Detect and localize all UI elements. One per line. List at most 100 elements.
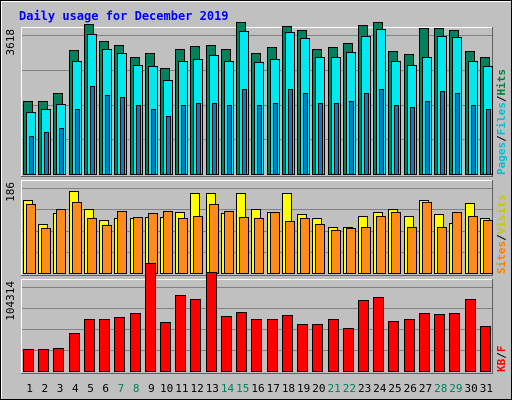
bar-visits-sites-day-17 [270, 212, 280, 274]
bar-visits-sites-day-13 [209, 204, 219, 274]
bar-kbytes-kbytes-day-20 [312, 324, 323, 372]
bar-visits-sites-day-18 [285, 221, 295, 274]
bar-kbytes-kbytes-day-21 [328, 319, 339, 372]
panel-visits-legend: Sites/Visits [495, 195, 508, 275]
bar-hits-pages-day-15 [242, 89, 247, 175]
bar-kbytes-kbytes-day-5 [84, 319, 95, 372]
bar-hits-pages-day-27 [425, 101, 430, 175]
bar-hits-pages-day-21 [334, 103, 339, 175]
bar-hits-pages-day-16 [257, 105, 262, 175]
bar-hits-pages-day-11 [181, 105, 186, 175]
panel-kbytes-ymax-label: 104314 [4, 281, 17, 321]
legend-sites: Sites [495, 241, 508, 274]
x-tick-day-16: 16 [251, 382, 264, 395]
x-tick-day-1: 1 [26, 382, 33, 395]
bar-kbytes-kbytes-day-29 [449, 313, 460, 372]
bar-hits-pages-day-7 [120, 97, 125, 175]
bar-hits-pages-day-2 [44, 132, 49, 175]
panel-visits-ymax-label: 186 [4, 182, 17, 202]
legend-files: Files [495, 102, 508, 135]
bar-hits-pages-day-24 [379, 89, 384, 175]
bar-kbytes-kbytes-day-18 [282, 315, 293, 372]
x-tick-day-6: 6 [102, 382, 109, 395]
bar-kbytes-kbytes-day-8 [130, 313, 141, 372]
x-tick-day-21: 21 [328, 382, 341, 395]
x-tick-day-4: 4 [72, 382, 79, 395]
bar-visits-sites-day-19 [300, 218, 310, 274]
bar-kbytes-kbytes-day-6 [99, 319, 110, 372]
bar-kbytes-kbytes-day-26 [404, 319, 415, 372]
bar-kbytes-kbytes-day-4 [69, 333, 80, 372]
bar-visits-sites-day-24 [376, 216, 386, 274]
x-tick-day-30: 30 [465, 382, 478, 395]
bar-kbytes-kbytes-day-9 [145, 263, 156, 372]
bar-kbytes-kbytes-day-17 [267, 319, 278, 372]
bar-visits-sites-day-21 [331, 230, 341, 274]
bar-visits-sites-day-10 [163, 211, 173, 274]
bar-visits-sites-day-14 [224, 211, 234, 274]
x-tick-day-11: 11 [175, 382, 188, 395]
x-tick-day-31: 31 [480, 382, 493, 395]
x-tick-day-10: 10 [160, 382, 173, 395]
legend-visits: Visits [495, 195, 508, 235]
bar-visits-sites-day-20 [315, 224, 325, 274]
bar-visits-sites-day-2 [41, 228, 51, 274]
x-tick-day-29: 29 [449, 382, 462, 395]
bar-visits-sites-day-7 [117, 211, 127, 274]
bar-visits-sites-day-11 [178, 218, 188, 274]
bar-hits-pages-day-30 [471, 105, 476, 175]
x-tick-day-17: 17 [267, 382, 280, 395]
x-tick-day-20: 20 [312, 382, 325, 395]
x-tick-day-19: 19 [297, 382, 310, 395]
bar-hits-pages-day-13 [212, 103, 217, 175]
legend-pages: Pages [495, 142, 508, 175]
bar-hits-pages-day-17 [273, 103, 278, 175]
bar-kbytes-kbytes-day-3 [53, 348, 64, 372]
bar-kbytes-kbytes-day-12 [190, 299, 201, 372]
bar-hits-pages-day-1 [29, 136, 34, 175]
x-tick-day-28: 28 [434, 382, 447, 395]
bar-visits-sites-day-16 [254, 218, 264, 274]
bar-hits-pages-day-29 [455, 93, 460, 175]
bar-hits-pages-day-12 [196, 103, 201, 175]
bar-hits-pages-day-14 [227, 105, 232, 175]
bar-kbytes-kbytes-day-23 [358, 300, 369, 372]
bar-visits-sites-day-26 [407, 227, 417, 274]
bar-visits-sites-day-12 [193, 216, 203, 274]
x-tick-day-15: 15 [236, 382, 249, 395]
bar-hits-pages-day-8 [136, 105, 141, 175]
bar-visits-sites-day-6 [102, 225, 112, 274]
x-tick-day-9: 9 [148, 382, 155, 395]
bar-hits-pages-day-5 [90, 86, 95, 175]
bar-visits-sites-day-15 [239, 217, 249, 274]
bar-hits-pages-day-6 [105, 95, 110, 175]
legend-separator: / [495, 352, 508, 359]
panel-kbytes-legend: KB/F [495, 346, 508, 373]
bar-kbytes-kbytes-day-30 [465, 299, 476, 372]
bar-kbytes-kbytes-day-15 [236, 312, 247, 372]
bar-hits-pages-day-25 [394, 105, 399, 175]
bar-hits-pages-day-9 [151, 109, 156, 175]
bar-visits-sites-day-25 [391, 212, 401, 274]
bar-hits-pages-day-28 [440, 91, 445, 175]
bar-kbytes-kbytes-day-11 [175, 295, 186, 372]
x-tick-day-5: 5 [87, 382, 94, 395]
x-tick-day-7: 7 [118, 382, 125, 395]
bar-hits-pages-day-10 [166, 116, 171, 175]
bar-hits-pages-day-20 [318, 103, 323, 175]
legend-separator: / [495, 95, 508, 102]
x-tick-day-25: 25 [388, 382, 401, 395]
x-tick-day-14: 14 [221, 382, 235, 395]
bar-visits-sites-day-1 [26, 204, 36, 274]
legend-separator: / [495, 234, 508, 241]
bar-hits-pages-day-23 [364, 93, 369, 175]
legend-separator: / [495, 135, 508, 142]
bar-visits-sites-day-30 [468, 216, 478, 274]
bar-hits-pages-day-18 [288, 89, 293, 175]
x-tick-day-22: 22 [343, 382, 356, 395]
bar-hits-pages-day-26 [410, 107, 415, 175]
chart-title: Daily usage for December 2019 [19, 9, 229, 23]
x-tick-day-27: 27 [419, 382, 432, 395]
